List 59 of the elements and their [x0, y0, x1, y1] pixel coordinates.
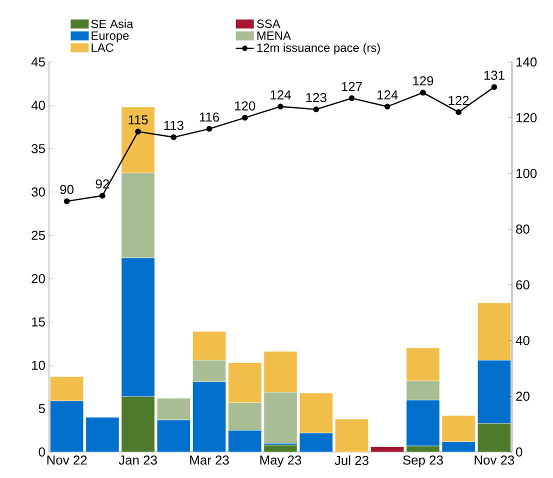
y2-tick-label: 120 [516, 113, 537, 122]
legend-label: 12m issuance pace (rs) [257, 43, 380, 54]
point [64, 198, 70, 204]
y-tick-label: 5 [38, 404, 45, 414]
data-label: 116 [200, 112, 220, 122]
x-tick-label: Sep 23 [403, 456, 443, 468]
data-label: 90 [60, 184, 74, 194]
y-tick-label: 10 [32, 360, 45, 370]
y2-tick-label: 20 [516, 392, 530, 401]
x-tick-label: Nov 23 [474, 456, 514, 465]
y2-tick-label: 80 [516, 224, 530, 234]
point [170, 134, 177, 140]
bar [335, 418, 368, 452]
y-tick-label: 40 [31, 100, 45, 110]
data-label: 124 [378, 90, 398, 100]
y-tick-label: 35 [32, 144, 45, 154]
point [278, 104, 284, 110]
x-tick-label: Mar 23 [190, 456, 229, 465]
bar [370, 446, 404, 452]
data-label: 122 [448, 96, 469, 105]
point [99, 192, 106, 199]
point [242, 114, 248, 121]
y-tick-label: 15 [32, 317, 45, 327]
y2-tick-label: 0 [516, 447, 522, 457]
legend-label: LAC [92, 43, 114, 52]
y-tick-label: 25 [32, 230, 45, 240]
x-tick-label: Nov 22 [47, 456, 87, 465]
data-label: 120 [235, 101, 256, 110]
data-label: 131 [484, 70, 504, 80]
data-label: 92 [96, 179, 109, 188]
point [420, 90, 426, 96]
x-tick-label: May 23 [260, 456, 302, 468]
data-label: 115 [128, 115, 148, 124]
y2-tick-label: 100 [516, 168, 537, 178]
point [206, 126, 212, 132]
point [135, 128, 141, 135]
y-tick-label: 45 [31, 57, 45, 67]
legend-label: MENA [257, 32, 291, 40]
y-tick-label: 20 [32, 274, 45, 284]
y2-tick-label: 40 [516, 336, 530, 346]
y2-tick-label: 60 [516, 280, 530, 290]
data-label: 129 [413, 76, 434, 86]
x-tick-label: Jul 23 [334, 456, 368, 466]
data-label: 127 [342, 82, 362, 91]
point [384, 104, 390, 110]
y2-tick-label: 140 [516, 57, 537, 67]
data-label: 124 [270, 90, 291, 100]
point [348, 95, 355, 102]
point [491, 84, 498, 90]
y-tick-label: 0 [38, 447, 45, 457]
legend-label: SE Asia [91, 19, 134, 28]
y-tick-label: 30 [32, 187, 45, 197]
x-tick-label: Jan 23 [118, 456, 157, 465]
point [456, 109, 462, 116]
data-label: 113 [164, 120, 184, 130]
legend-label: Europe [92, 32, 129, 42]
data-label: 123 [306, 92, 326, 102]
point [313, 106, 320, 112]
legend-label: SSA [256, 20, 280, 28]
